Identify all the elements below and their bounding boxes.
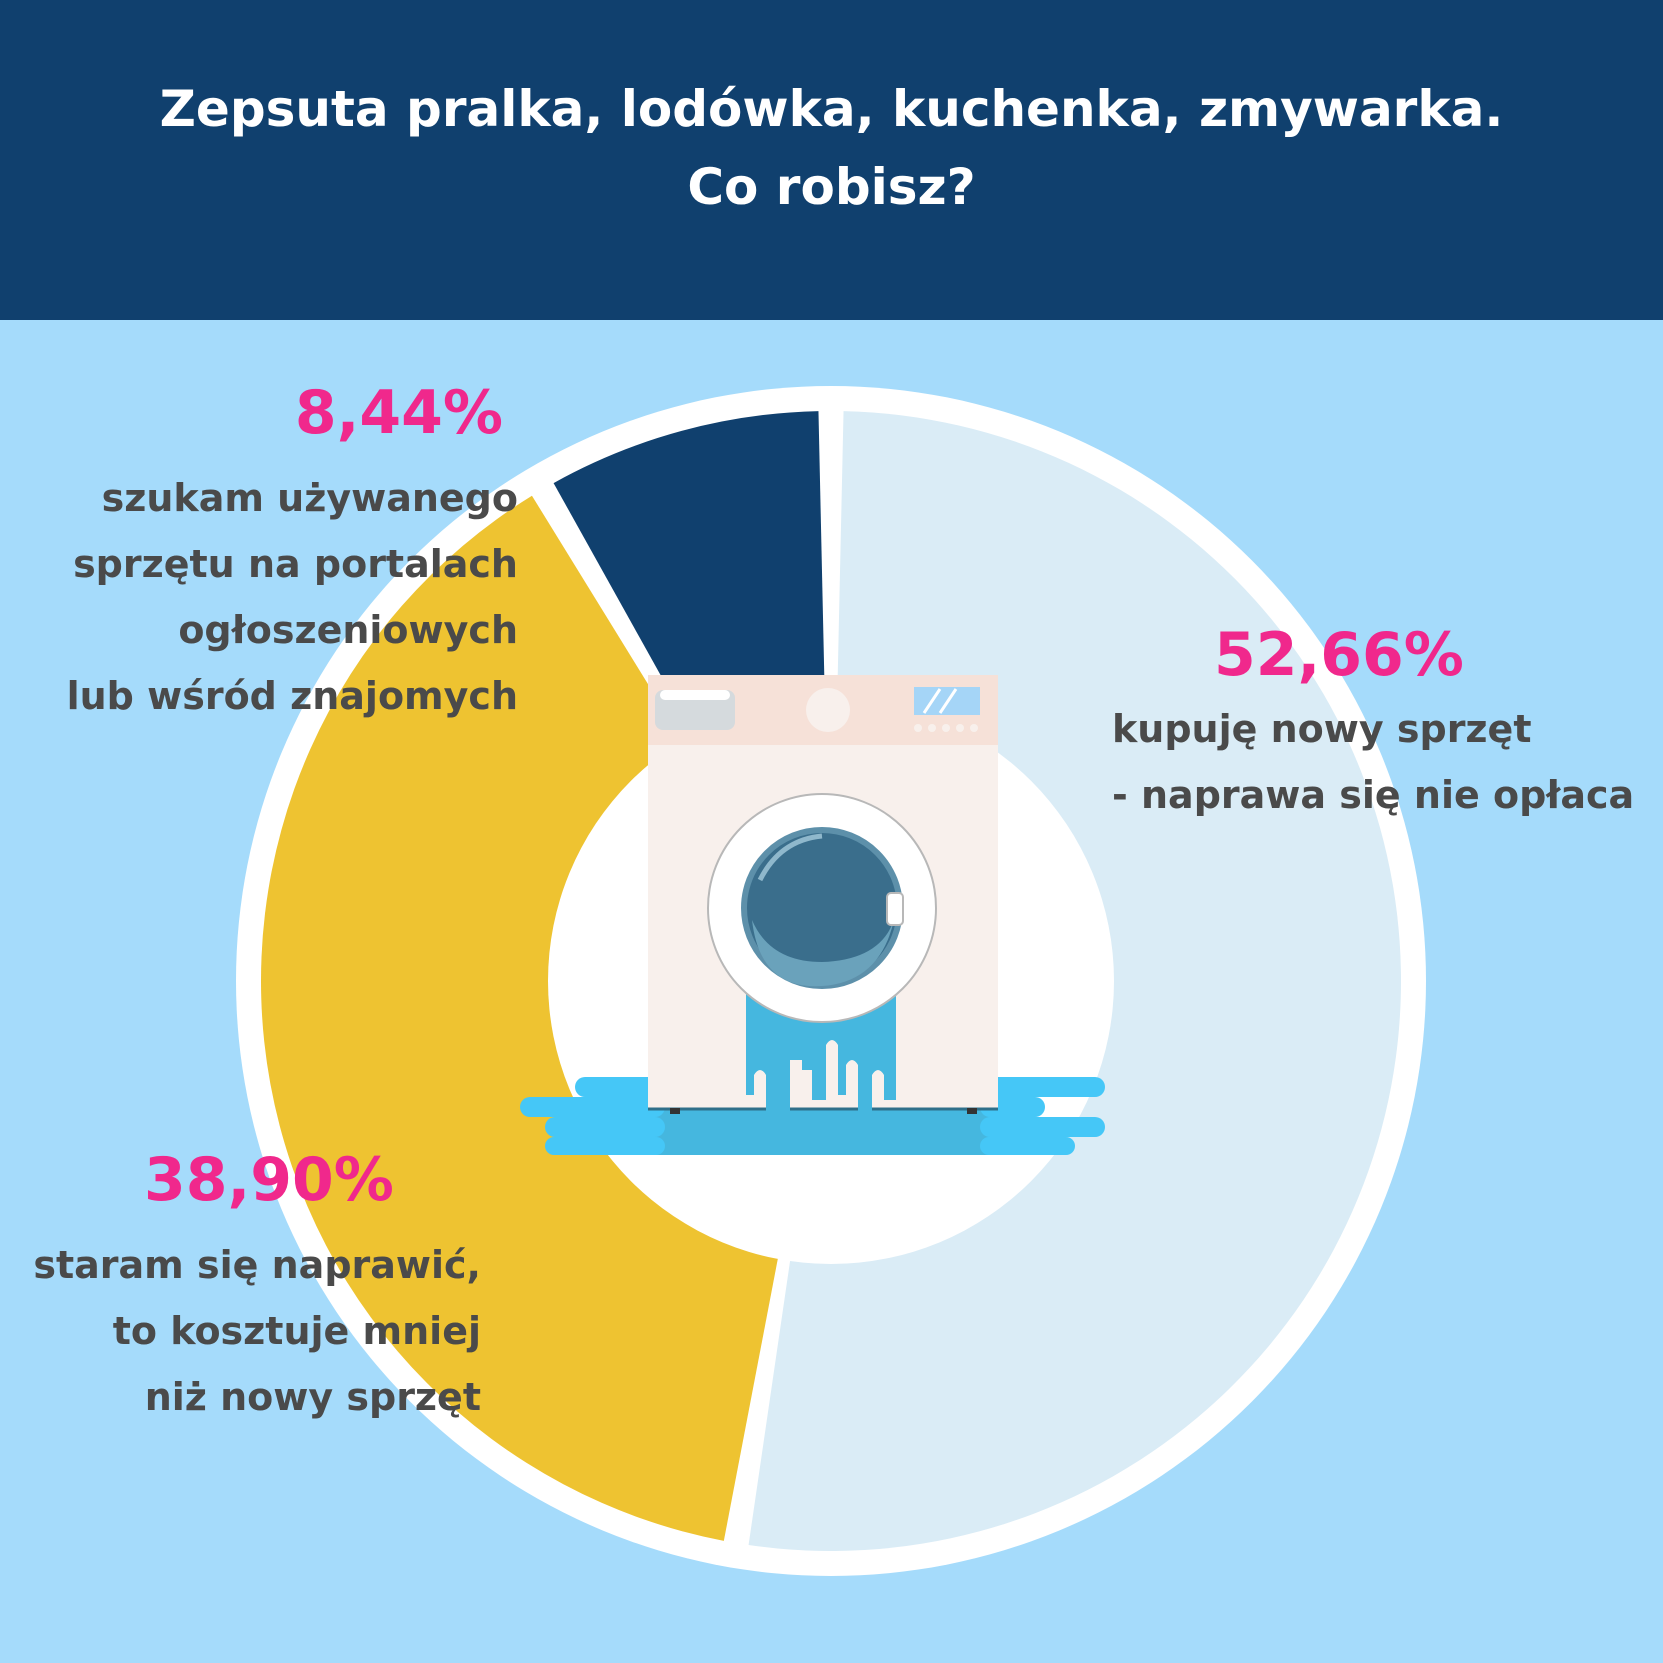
label-line: staram się naprawić,	[33, 1243, 481, 1287]
label-line: to kosztuje mniej	[112, 1309, 481, 1353]
label-line: ogłoszeniowych	[178, 608, 518, 652]
label-line: sprzętu na portalach	[73, 542, 518, 586]
slice-text-label-buy-new: kupuję nowy sprzęt - naprawa się nie opł…	[1112, 696, 1634, 828]
washing-machine-icon	[520, 675, 1105, 1155]
label-line: szukam używanego	[101, 476, 518, 520]
label-line: lub wśród znajomych	[66, 674, 518, 718]
slice-text-label-repair: staram się naprawić, to kosztuje mniej n…	[33, 1232, 481, 1430]
label-line: kupuję nowy sprzęt	[1112, 707, 1532, 751]
page-title: Zepsuta pralka, lodówka, kuchenka, zmywa…	[0, 70, 1663, 226]
label-line: - naprawa się nie opłaca	[1112, 773, 1635, 817]
slice-value-label-buy-new: 52,66%	[1214, 620, 1464, 690]
title-line-2: Co robisz?	[687, 158, 976, 216]
slice-value-label-used: 8,44%	[294, 378, 503, 448]
slice-value-label-repair: 38,90%	[144, 1145, 394, 1215]
title-line-1: Zepsuta pralka, lodówka, kuchenka, zmywa…	[159, 80, 1504, 138]
header-band	[0, 0, 1663, 320]
slice-text-label-used: szukam używanego sprzętu na portalach og…	[67, 465, 518, 729]
label-line: niż nowy sprzęt	[144, 1375, 481, 1419]
